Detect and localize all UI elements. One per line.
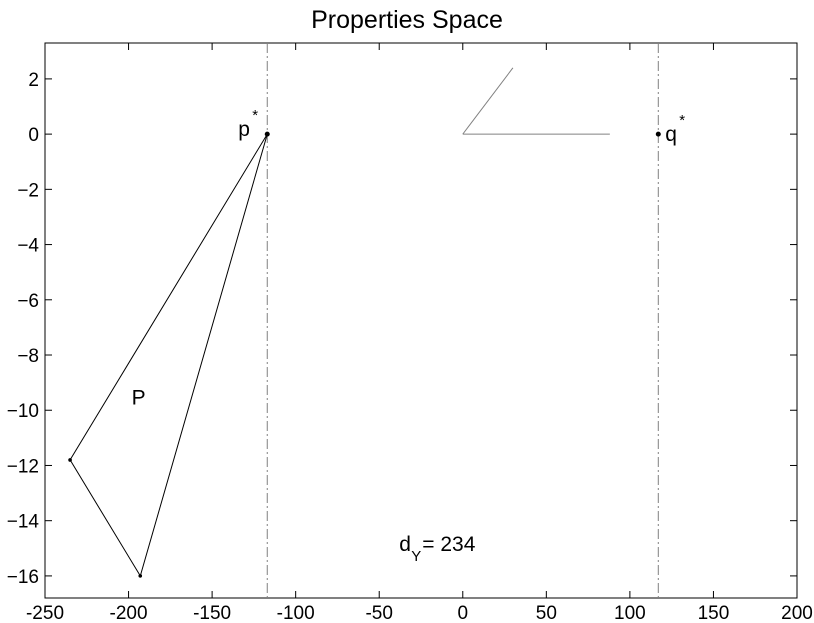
x-tick-label: -150 bbox=[193, 603, 231, 623]
point-p-superscript: * bbox=[252, 107, 258, 124]
x-tick-label: 150 bbox=[698, 603, 730, 623]
y-tick-label: −12 bbox=[7, 456, 39, 477]
y-tick-label: −16 bbox=[7, 567, 39, 588]
y-tick-label: −8 bbox=[17, 346, 39, 367]
axes-frame bbox=[44, 42, 798, 599]
ticks-layer: -250 -200 -150 -100 -50 0 50 100 150 200 2 0 −2 −4 −6 −… bbox=[7, 43, 813, 623]
x-tick-label: 50 bbox=[536, 603, 557, 623]
point-p-label: p bbox=[238, 118, 250, 141]
x-tick-label: -250 bbox=[26, 603, 64, 623]
y-tick-label: −2 bbox=[17, 180, 39, 201]
distance-label-value: = 234 bbox=[422, 533, 475, 556]
y-tick-label: −14 bbox=[7, 512, 40, 533]
x-tick-label: 200 bbox=[781, 603, 813, 623]
y-tick-label: −6 bbox=[17, 291, 39, 312]
distance-label-d: d bbox=[399, 533, 411, 556]
point-q-superscript: * bbox=[679, 112, 685, 129]
marks-layer bbox=[68, 43, 661, 598]
distance-label-subscript: Y bbox=[411, 548, 421, 565]
y-tick-label: 0 bbox=[28, 125, 39, 146]
point-q bbox=[655, 131, 661, 137]
x-tick-label: -200 bbox=[110, 603, 148, 623]
chart-title: Properties Space bbox=[311, 6, 503, 34]
angle-arm-upper bbox=[462, 67, 514, 135]
point-q-label: q bbox=[665, 123, 677, 146]
x-tick-label: -50 bbox=[365, 603, 392, 623]
y-tick-label: 2 bbox=[28, 70, 39, 91]
x-tick-label: 0 bbox=[457, 603, 468, 623]
x-tick-label: 100 bbox=[614, 603, 646, 623]
labels-layer: p*q*PdY = 234 bbox=[132, 107, 686, 565]
y-tick-label: −10 bbox=[7, 401, 39, 422]
polygon-vertex bbox=[138, 574, 143, 578]
y-tick-label: −4 bbox=[17, 236, 39, 257]
polygon-p bbox=[69, 133, 268, 578]
point-p bbox=[264, 131, 270, 137]
polygon-vertex bbox=[68, 458, 72, 462]
polygon-p-label: P bbox=[132, 387, 146, 410]
x-tick-label: -100 bbox=[277, 603, 315, 623]
